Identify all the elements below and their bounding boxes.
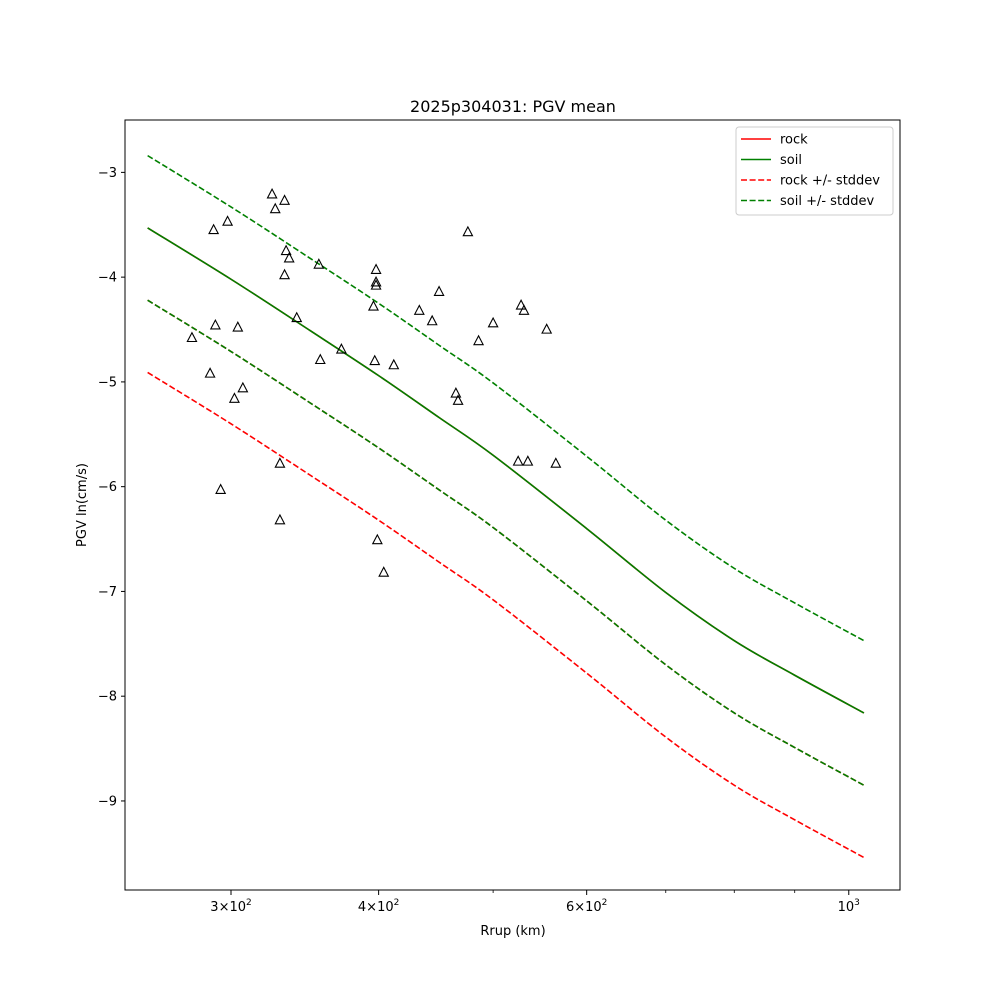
observation-point — [283, 251, 295, 263]
observation-point — [522, 455, 534, 466]
x-tick-label: 103 — [838, 898, 860, 915]
x-tick-times: ×10 — [219, 900, 246, 915]
y-tick-label: −8 — [98, 690, 117, 705]
x-tick-mantissa: 3 — [210, 900, 218, 915]
observation-point — [371, 533, 383, 545]
observation-point — [462, 225, 474, 237]
observation-point — [274, 513, 286, 525]
observation-point — [335, 343, 347, 354]
y-tick-label: −6 — [98, 480, 117, 495]
observation-point — [279, 194, 291, 205]
observation-point — [426, 314, 438, 326]
x-tick-exponent: 2 — [394, 898, 400, 908]
observation-point — [291, 311, 303, 323]
observation-point — [215, 483, 227, 494]
observation-point — [232, 321, 244, 332]
x-tick-label: 4×102 — [358, 898, 399, 915]
observation-point — [473, 334, 485, 346]
observation-point — [269, 202, 281, 214]
observation-point — [222, 215, 234, 226]
observation-point — [237, 381, 249, 393]
observation-point — [378, 566, 390, 577]
y-tick-label: −9 — [98, 794, 117, 809]
observation-point — [413, 304, 425, 315]
observation-point — [370, 279, 382, 290]
x-tick-times: ×10 — [574, 900, 601, 915]
x-tick-times: ×10 — [366, 900, 393, 915]
legend-label: soil +/- stddev — [780, 194, 875, 209]
observation-point — [186, 331, 198, 343]
observation-point — [550, 457, 562, 468]
observation-point — [518, 304, 530, 315]
observation-point — [541, 323, 553, 334]
observation-point — [204, 367, 216, 378]
observation-point — [487, 316, 499, 328]
observation-point — [452, 394, 464, 405]
observation-point — [369, 354, 381, 366]
series-line-soil-stddev-5 — [147, 154, 865, 642]
y-tick-label: −3 — [98, 166, 117, 181]
observation-point — [388, 358, 400, 370]
x-tick-label: 6×102 — [566, 898, 607, 915]
observation-point — [512, 455, 524, 466]
observation-point — [314, 353, 326, 365]
legend: rock soil rock +/- stddev soil +/- stddev — [735, 126, 894, 216]
observation-point — [367, 300, 379, 311]
legend-label: rock — [780, 133, 808, 148]
series-line-soil-stddev-3 — [147, 299, 865, 786]
observation-point — [370, 275, 382, 287]
series-line-rock-stddev-4 — [147, 371, 865, 859]
y-tick-label: −4 — [98, 271, 117, 286]
observation-point — [313, 258, 325, 269]
x-tick-mantissa: 10 — [838, 900, 855, 915]
y-tick-label: −7 — [98, 585, 117, 600]
observation-point — [209, 318, 221, 330]
x-tick-label: 3×102 — [210, 898, 251, 915]
observation-point — [450, 387, 462, 398]
x-tick-mantissa: 6 — [566, 900, 574, 915]
observation-point — [280, 244, 292, 256]
x-tick-exponent: 2 — [246, 898, 252, 908]
observation-point — [228, 392, 240, 403]
x-tick-exponent: 3 — [854, 898, 860, 908]
observation-point — [433, 285, 445, 296]
legend-box — [735, 126, 894, 216]
axes: −3−4−5−6−7−8−93×102 4×102 6×102 103 — [98, 166, 860, 915]
observation-point — [266, 187, 278, 199]
x-axis-label: Rrup (km) — [480, 924, 545, 939]
observation-point — [279, 268, 291, 280]
y-tick-label: −5 — [98, 375, 117, 390]
chart-title: 2025p304031: PGV mean — [410, 97, 616, 116]
plot-frame — [124, 119, 901, 891]
y-axis-label: PGV ln(cm/s) — [75, 463, 90, 547]
observation-point — [208, 223, 220, 235]
series-line-soil-1 — [147, 227, 865, 714]
observation-point — [515, 299, 527, 310]
legend-label: rock +/- stddev — [780, 174, 880, 189]
x-tick-mantissa: 4 — [358, 900, 366, 915]
plot-area — [147, 154, 865, 859]
legend-label: soil — [780, 153, 802, 168]
observation-point — [274, 457, 286, 468]
x-tick-exponent: 2 — [602, 898, 608, 908]
observation-point — [370, 263, 382, 274]
